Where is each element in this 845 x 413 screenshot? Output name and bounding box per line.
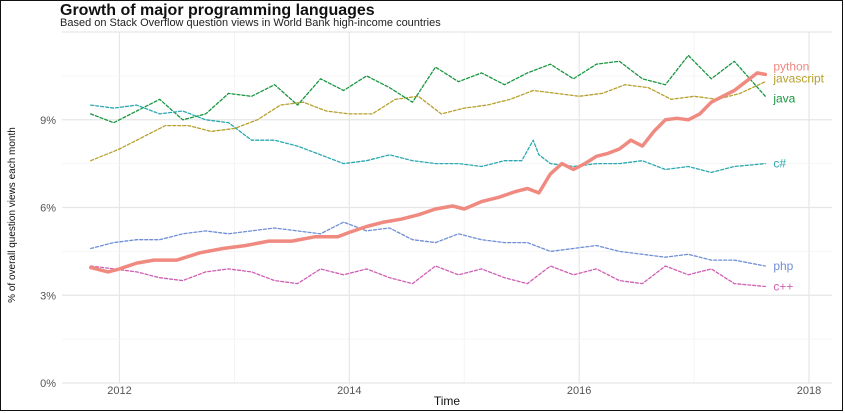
x-tick-label: 2014 (337, 385, 361, 397)
series-label-python: python (773, 59, 809, 73)
series-label-php: php (773, 259, 793, 273)
axis-ticks: 2012 2014 2016 2018 0% 3% 6% 9% (40, 115, 821, 397)
y-tick-label: 6% (40, 203, 56, 215)
y-tick-label: 3% (40, 290, 56, 302)
series-line-javascript (90, 81, 766, 162)
series-label-javascript: javascript (772, 72, 824, 86)
series-label-c-: c++ (773, 279, 793, 293)
y-tick-label: 0% (40, 378, 56, 390)
y-tick-label: 9% (40, 115, 56, 127)
series-line-java (90, 54, 766, 124)
y-axis-title: % of overall question views each month (7, 127, 18, 303)
chart-subtitle: Based on Stack Overflow question views i… (60, 17, 441, 29)
x-tick-label: 2018 (797, 385, 821, 397)
series-lines (88, 54, 768, 288)
x-axis-title: Time (434, 394, 461, 408)
series-label-c-: c# (773, 157, 786, 171)
x-tick-label: 2016 (567, 385, 591, 397)
series-line-python (88, 71, 768, 274)
chart-title: Growth of major programming languages (60, 2, 375, 19)
series-label-java: java (772, 91, 795, 105)
series-line-c- (90, 104, 766, 174)
grid-lines (62, 31, 832, 384)
series-line-php (90, 221, 766, 267)
x-tick-label: 2012 (107, 385, 131, 397)
series-line-c- (90, 265, 766, 288)
